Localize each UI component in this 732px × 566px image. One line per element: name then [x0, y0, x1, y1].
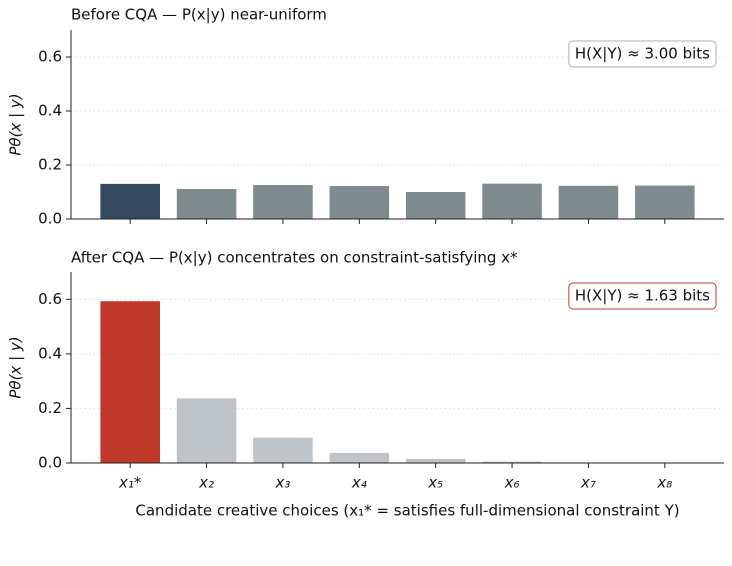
- x-tick-label: x₃: [274, 474, 290, 492]
- bar: [405, 458, 466, 463]
- bar: [329, 452, 390, 463]
- x-tick-label: x₆: [504, 474, 520, 492]
- bar: [176, 189, 237, 219]
- x-tick-label: x₇: [580, 474, 596, 492]
- x-axis-label: Candidate creative choices (x₁* = satisf…: [135, 502, 679, 520]
- x-tick-label: x₄: [351, 474, 367, 492]
- x-tick-label: x₈: [656, 474, 672, 492]
- bar: [482, 461, 542, 463]
- y-axis-label: Pθ(x | y): [7, 93, 25, 155]
- y-tick-label: 0.2: [38, 156, 62, 174]
- annotation: H(X|Y) ≈ 3.00 bits: [575, 45, 710, 63]
- annotation: H(X|Y) ≈ 1.63 bits: [575, 287, 710, 305]
- y-tick-label: 0.4: [38, 344, 62, 362]
- bar: [100, 301, 160, 463]
- bar: [482, 183, 542, 219]
- x-tick-label: x₂: [198, 474, 214, 492]
- x-tick-label: x₁*: [118, 474, 142, 492]
- bar: [635, 185, 695, 219]
- panel-title: Before CQA — P(x|y) near-uniform: [71, 6, 327, 24]
- bar: [405, 192, 466, 219]
- annotation-box: [568, 40, 717, 68]
- y-tick-label: 0.4: [38, 102, 62, 120]
- y-tick-label: 0.0: [38, 454, 62, 472]
- bar: [329, 186, 390, 219]
- y-axis-label: Pθ(x | y): [7, 336, 25, 398]
- bar: [558, 185, 619, 219]
- bar: [100, 183, 160, 219]
- x-tick-label: x₅: [427, 474, 443, 492]
- bar: [253, 437, 313, 463]
- y-tick-label: 0.6: [38, 290, 62, 308]
- y-tick-label: 0.0: [38, 210, 62, 228]
- bar: [253, 184, 313, 219]
- y-tick-label: 0.2: [38, 399, 62, 417]
- y-tick-label: 0.6: [38, 48, 62, 66]
- bar: [176, 398, 237, 463]
- annotation-box: [568, 282, 717, 310]
- panel-title: After CQA — P(x|y) concentrates on const…: [71, 249, 518, 267]
